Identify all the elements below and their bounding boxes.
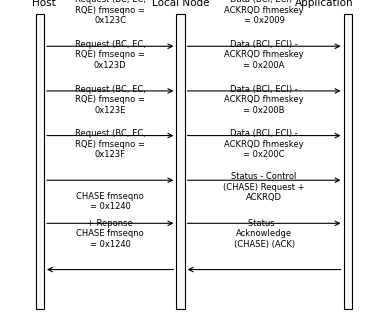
Text: Data (BCI, ECI) -
ACKRQD fhmeskey
= 0x200C: Data (BCI, ECI) - ACKRQD fhmeskey = 0x20… (224, 130, 304, 159)
Text: Data (BCI, ECI) -
ACKRQD fhmeskey
= 0x200B: Data (BCI, ECI) - ACKRQD fhmeskey = 0x20… (224, 85, 304, 115)
Text: Request (BC, EC,
RQE) fmseqno =
0x123C: Request (BC, EC, RQE) fmseqno = 0x123C (75, 0, 146, 25)
Text: Status -
Acknowledge
(CHASE) (ACK): Status - Acknowledge (CHASE) (ACK) (234, 219, 294, 249)
Bar (344, 14, 352, 309)
Text: Data (BCI, ECI) -
ACKRQD fhmeskey
= 0x200A: Data (BCI, ECI) - ACKRQD fhmeskey = 0x20… (224, 40, 304, 70)
Bar (36, 14, 44, 309)
Bar (176, 14, 185, 309)
Text: Data (BCI, ECI) -
ACKRQD fhmeskey
= 0x2009: Data (BCI, ECI) - ACKRQD fhmeskey = 0x20… (224, 0, 304, 25)
Text: Local Node: Local Node (152, 0, 209, 8)
Text: Application: Application (295, 0, 354, 8)
Text: Request (BC, EC,
RQE) fmseqno =
0x123E: Request (BC, EC, RQE) fmseqno = 0x123E (75, 85, 146, 115)
Text: Status - Control
(CHASE) Request +
ACKRQD: Status - Control (CHASE) Request + ACKRQ… (223, 173, 305, 202)
Text: CHASE fmseqno
= 0x1240: CHASE fmseqno = 0x1240 (76, 192, 144, 211)
Text: Host: Host (32, 0, 55, 8)
Text: + Reponse
CHASE fmseqno
= 0x1240: + Reponse CHASE fmseqno = 0x1240 (76, 219, 144, 249)
Text: Request (BC, EC,
RQE) fmseqno =
0x123F: Request (BC, EC, RQE) fmseqno = 0x123F (75, 130, 146, 159)
Text: Request (BC, EC,
RQE) fmseqno =
0x123D: Request (BC, EC, RQE) fmseqno = 0x123D (75, 40, 146, 70)
